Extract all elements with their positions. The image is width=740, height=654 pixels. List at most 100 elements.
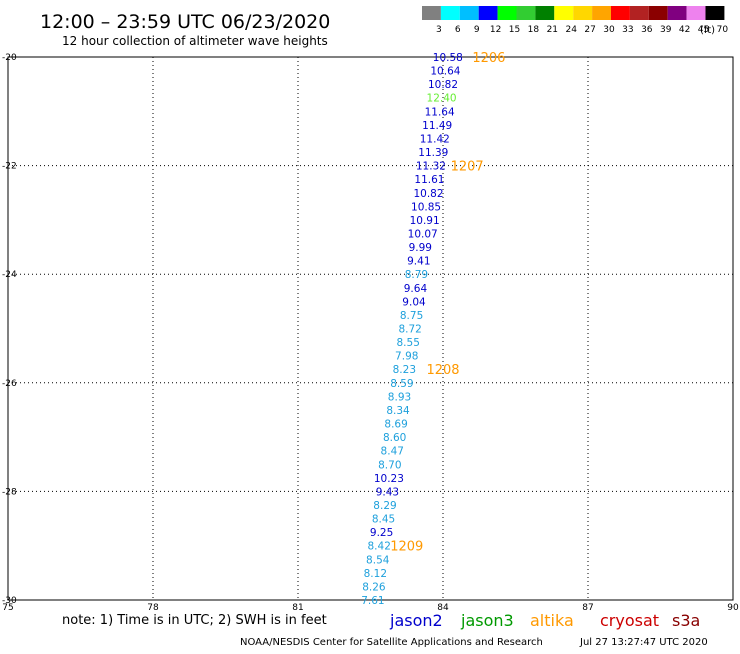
footer-note: note: 1) Time is in UTC; 2) SWH is in fe… <box>62 613 327 628</box>
wave-height-label: 7.98 <box>395 351 418 363</box>
colorbar-tick-label: 21 <box>547 25 558 35</box>
plot-frame <box>8 57 733 600</box>
wave-height-label: 9.43 <box>376 486 399 498</box>
y-tick-label: -24 <box>2 270 17 280</box>
wave-height-label: 8.26 <box>362 581 386 593</box>
time-label: 1207 <box>451 160 484 175</box>
colorbar-tick-label: 24 <box>565 25 577 35</box>
wave-height-label: 8.23 <box>393 364 416 376</box>
wave-height-label: 8.47 <box>381 446 404 458</box>
time-label: 1208 <box>426 363 459 378</box>
colorbar-swatch <box>460 6 479 20</box>
footer-timestamp: Jul 27 13:27:47 UTC 2020 <box>579 637 708 648</box>
wave-height-label: 9.04 <box>402 296 426 308</box>
footer-credit: NOAA/NESDIS Center for Satellite Applica… <box>240 637 543 648</box>
colorbar-swatch <box>592 6 611 20</box>
wave-height-label: 9.41 <box>407 256 430 268</box>
wave-height-label: 10.58 <box>433 52 463 64</box>
legend-jason3: jason3 <box>460 611 514 630</box>
wave-height-label: 8.34 <box>386 405 410 417</box>
wave-height-label: 10.07 <box>408 228 438 240</box>
colorbar-swatch <box>649 6 668 20</box>
satellite-legend: jason2 jason3 altika cryosat s3a <box>389 611 700 630</box>
colorbar-swatch <box>422 6 441 20</box>
x-tick-label: 90 <box>727 603 739 613</box>
x-tick-label: 87 <box>582 603 593 613</box>
wave-height-label: 8.70 <box>378 459 401 471</box>
colorbar-swatch <box>554 6 573 20</box>
colorbar-tick-label: 30 <box>603 25 615 35</box>
plot-area: 75 78 81 84 87 90 -20 -22 -24 -26 -28 -30 10.58 10.64… <box>2 51 739 613</box>
wave-height-label: 11.64 <box>425 106 455 118</box>
wave-height-label: 10.85 <box>411 201 441 213</box>
wave-height-label: 8.79 <box>405 269 428 281</box>
y-tick-label: -22 <box>2 162 17 172</box>
y-tick-label: -28 <box>2 487 17 497</box>
wave-height-label: 11.32 <box>416 161 446 173</box>
y-tick-label: -26 <box>2 379 17 389</box>
wave-height-label: 9.99 <box>409 242 432 254</box>
wave-height-label: 11.39 <box>418 147 448 159</box>
colorbar-swatch <box>517 6 536 20</box>
colorbar-swatch <box>479 6 498 20</box>
wave-height-label: 10.82 <box>413 188 443 200</box>
time-label: 1209 <box>390 540 423 555</box>
colorbar-tick-label: 3 <box>436 25 442 35</box>
colorbar-tick-label: 33 <box>622 25 633 35</box>
wave-height-label: 8.12 <box>364 568 387 580</box>
wave-height-label: 10.64 <box>430 66 460 78</box>
colorbar-tick-label: 9 <box>474 25 480 35</box>
wave-height-label: 8.69 <box>384 419 407 431</box>
colorbar-tick-label: 12 <box>490 25 501 35</box>
wave-height-label: 8.59 <box>390 378 413 390</box>
colorbar-swatch <box>611 6 630 20</box>
time-label: 1206 <box>472 51 505 66</box>
wave-height-label: 10.82 <box>428 79 458 91</box>
colorbar-swatch <box>668 6 687 20</box>
colorbar-tick-label: 42 <box>679 25 690 35</box>
colorbar-tick-label: 39 <box>660 25 672 35</box>
colorbar-tick-label: 6 <box>455 25 461 35</box>
colorbar-tick-label: 70 <box>717 25 729 35</box>
wave-height-label: 8.42 <box>368 541 391 553</box>
wave-height-label: 8.55 <box>397 337 420 349</box>
wave-height-label: 8.93 <box>388 391 411 403</box>
y-tick-label: -20 <box>2 53 17 63</box>
wave-height-label: 8.45 <box>372 514 395 526</box>
legend-cryosat: cryosat <box>600 611 659 630</box>
colorbar-tick-label: 27 <box>584 25 595 35</box>
x-tick-label: 81 <box>292 603 303 613</box>
wave-height-label: 9.64 <box>404 283 428 295</box>
colorbar-tick-label: 15 <box>509 25 520 35</box>
legend-s3a: s3a <box>672 611 700 630</box>
colorbar: 3 6 9 12 15 18 21 24 27 30 33 36 39 42 45 70 <box>422 6 728 35</box>
colorbar-tick-label: 36 <box>641 25 653 35</box>
colorbar-swatch <box>687 6 706 20</box>
wave-height-label: 9.25 <box>370 527 393 539</box>
legend-altika: altika <box>530 611 574 630</box>
wave-height-label: 8.60 <box>383 432 406 444</box>
wave-height-label: 10.23 <box>374 473 404 485</box>
colorbar-swatch <box>706 6 725 20</box>
x-tick-label: 78 <box>147 603 159 613</box>
y-tick-label: -30 <box>2 596 17 606</box>
wave-height-label: 8.54 <box>366 554 390 566</box>
page-subtitle: 12 hour collection of altimeter wave hei… <box>62 34 328 48</box>
wave-height-label: 7.61 <box>361 595 384 607</box>
colorbar-swatch <box>535 6 554 20</box>
wave-height-label: 11.49 <box>422 120 452 132</box>
wave-height-label: 8.75 <box>400 310 423 322</box>
colorbar-swatch <box>498 6 517 20</box>
colorbar-tick-label: 18 <box>528 25 540 35</box>
colorbar-swatch <box>441 6 460 20</box>
wave-height-label: 8.72 <box>398 324 421 336</box>
colorbar-unit: (ft) <box>700 25 715 36</box>
wave-height-label: 10.91 <box>410 215 440 227</box>
legend-jason2: jason2 <box>389 611 443 630</box>
wave-height-label: 11.42 <box>420 133 450 145</box>
wave-height-label: 12.40 <box>427 93 457 105</box>
colorbar-swatch <box>573 6 592 20</box>
wave-height-label: 8.29 <box>373 500 396 512</box>
colorbar-swatch <box>630 6 649 20</box>
